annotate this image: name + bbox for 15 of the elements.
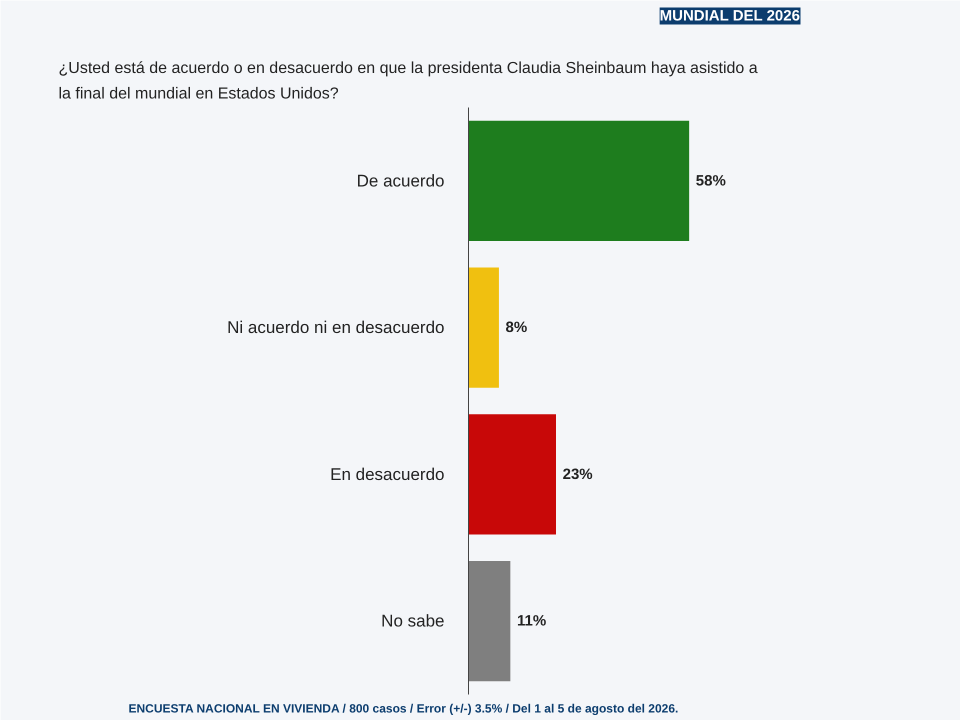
bar: [468, 120, 690, 242]
bar: [468, 414, 556, 535]
y-tick-label: No sabe: [381, 612, 445, 631]
bar: [468, 267, 499, 388]
y-tick-label: De acuerdo: [356, 171, 444, 190]
bar: [468, 560, 510, 682]
y-tick-label: Ni acuerdo ni en desacuerdo: [227, 318, 445, 338]
data-label: 8%: [506, 319, 528, 336]
text: ENCUESTA NACIONAL EN VIVIENDA / 800 casos / Error (+/-) 3.5% / Del 1 al 5 de agosto del 2026.: [128, 702, 678, 716]
data-label: 58%: [696, 172, 726, 190]
data-label: 23%: [562, 466, 593, 483]
y-tick-label: En desacuerdo: [330, 464, 445, 484]
data-label: 11%: [516, 612, 546, 630]
text: MUNDIAL DEL 2026: [660, 8, 800, 24]
chart-title: ¿Usted está de acuerdo o en desacuerdo en que la presidenta Claudia Sheinbaum haya asistido a la final del mundial en Estados Unidos?: [58, 60, 758, 102]
